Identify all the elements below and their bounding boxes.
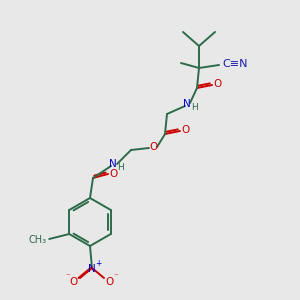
Text: N: N	[183, 99, 191, 109]
Text: O: O	[106, 277, 114, 287]
Text: O: O	[109, 169, 117, 179]
Text: O: O	[150, 142, 158, 152]
Text: CH₃: CH₃	[28, 235, 46, 245]
Text: C≡N: C≡N	[222, 59, 248, 69]
Text: H: H	[190, 103, 197, 112]
Text: N: N	[88, 264, 96, 274]
Text: ⁻: ⁻	[114, 272, 118, 281]
Text: O: O	[213, 79, 221, 89]
Text: O: O	[181, 125, 189, 135]
Text: H: H	[117, 164, 123, 172]
Text: ⁻: ⁻	[66, 272, 70, 281]
Text: O: O	[70, 277, 78, 287]
Text: N: N	[109, 159, 117, 169]
Text: +: +	[95, 260, 101, 268]
